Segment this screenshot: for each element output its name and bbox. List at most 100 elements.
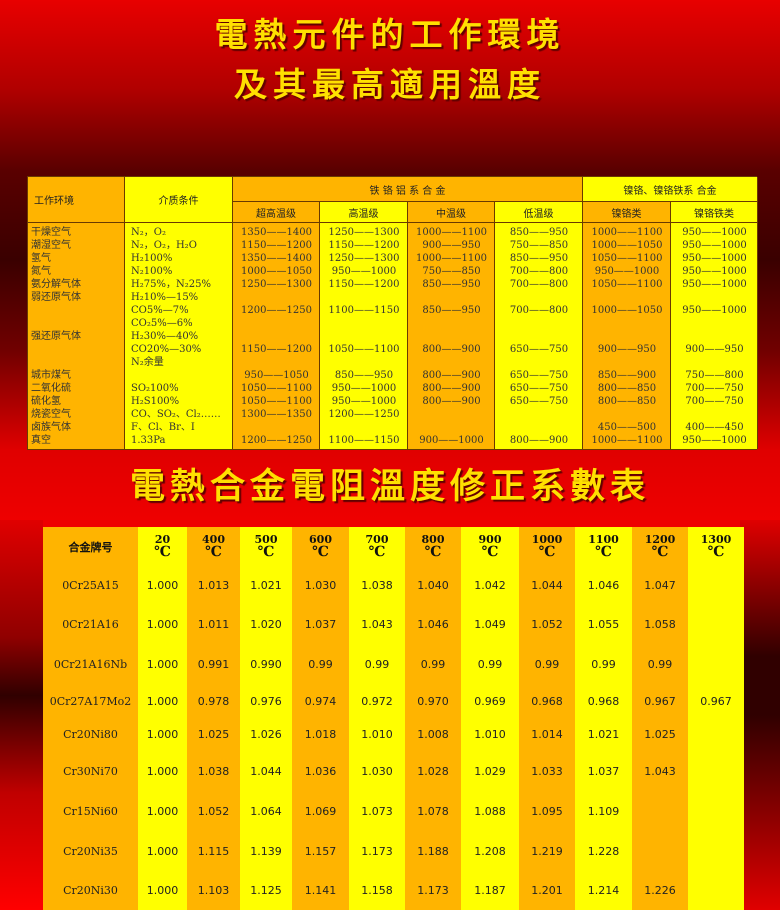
- coefficient-cell: 0.978: [197, 695, 230, 708]
- temp-range-cell: 850——950: [334, 370, 394, 381]
- title-line-1: 電熱元件的工作環境: [214, 15, 566, 54]
- temp-range-cell: 950——1000: [331, 383, 397, 394]
- temp-range-cell: 1050——1100: [591, 253, 663, 264]
- temp-range-cell: 950——1000: [594, 266, 660, 277]
- subheader: 镍铬类: [583, 202, 671, 223]
- temp-range-cell: 700——800: [509, 305, 569, 316]
- temp-range-cell: 400——450: [685, 422, 744, 433]
- coefficient-cell: 1.088: [474, 805, 506, 818]
- coefficient-cell: 1.000: [146, 845, 179, 858]
- coefficient-cell: 1.052: [531, 618, 563, 631]
- subheader: 中温级: [408, 202, 495, 223]
- table1-line: 潮湿空气 N₂，O₂，H₂O 1150——1200 1150——1200 900——95…: [28, 239, 758, 252]
- coefficient-cell: 1.000: [146, 658, 179, 671]
- coefficient-cell: 0.976: [250, 695, 282, 708]
- coefficient-cell: 1.040: [417, 579, 449, 592]
- coefficient-cell: 1.115: [197, 845, 230, 858]
- coefficient-cell: 1.158: [361, 884, 393, 897]
- working-environment-table: 工作环境 介质条件铁 铬 铝 系 合 金镍铬、镍铬铁系 合金 超高温级 高温级 中温级低…: [27, 176, 758, 450]
- coefficient-cell: 1.036: [304, 765, 337, 778]
- temp-range-cell: 800——850: [597, 383, 657, 394]
- temp-range-cell: 850——950: [422, 305, 481, 316]
- header-env: 工作环境: [28, 177, 125, 223]
- celsius-unit: ℃: [257, 544, 275, 560]
- temp-range-cell: 900——950: [685, 344, 744, 355]
- medium-cell: N₂，O₂，H₂O: [131, 240, 197, 251]
- env-cell: 二氧化硫: [31, 383, 71, 394]
- temperature-header: 1200 ℃: [632, 533, 688, 559]
- temperature-value: 700: [365, 533, 389, 546]
- temp-range-cell: 800——900: [422, 344, 481, 355]
- coefficient-cell: 1.042: [474, 579, 506, 592]
- coefficient-cell: 1.043: [361, 618, 393, 631]
- temp-range-cell: 800——900: [422, 383, 481, 394]
- coefficient-cell: [688, 567, 744, 605]
- medium-cell: CO、SO₂、Cl₂……: [131, 409, 221, 420]
- temp-range-cell: 850——900: [597, 370, 657, 381]
- coefficient-cell: [688, 752, 744, 792]
- temperature-header: 20 ℃: [138, 533, 187, 559]
- coefficient-cell: 1.208: [474, 845, 506, 858]
- env-cell: 弱还原气体: [31, 292, 81, 303]
- coefficient-cell: [688, 872, 744, 910]
- coefficient-cell: 0.99: [534, 658, 560, 671]
- env-cell: 真空: [31, 435, 51, 446]
- temp-range-cell: 900——950: [422, 240, 481, 251]
- temp-range-cell: 950——1000: [682, 305, 747, 316]
- coefficient-cell: 1.000: [146, 728, 179, 741]
- temp-range-cell: 950——1000: [682, 266, 747, 277]
- header-medium: 介质条件: [125, 177, 233, 223]
- header-nicr-group: 镍铬、镍铬铁系 合金: [583, 177, 758, 202]
- temp-range-cell: 1000——1050: [591, 305, 663, 316]
- coefficient-cell: 0.990: [250, 658, 282, 671]
- coefficient-cell: 0.967: [700, 695, 732, 708]
- temp-range-cell: 950——1000: [682, 279, 747, 290]
- table2-column: [349, 527, 405, 910]
- temp-range-cell: 950——1050: [244, 370, 309, 381]
- alloy-name-cell: 0Cr21A16: [62, 618, 119, 631]
- table2-column: [461, 527, 519, 910]
- temp-range-cell: 800——900: [509, 435, 569, 446]
- coefficient-cell: 1.010: [361, 728, 393, 741]
- temp-range-cell: 1100——1150: [328, 435, 400, 446]
- coefficient-cell: 1.055: [587, 618, 620, 631]
- table2-column: [292, 527, 349, 910]
- temp-range-cell: 1350——1400: [241, 227, 312, 238]
- medium-cell: CO₂5%—6%: [131, 318, 193, 329]
- alloy-name-cell: Cr20Ni30: [63, 884, 118, 897]
- temp-range-cell: 1100——1150: [328, 305, 400, 316]
- temperature-header: 400 ℃: [187, 533, 240, 559]
- coefficient-cell: 1.014: [531, 728, 563, 741]
- resistance-correction-table: 合金牌号 20 ℃ 400 ℃ 500 ℃ 600 ℃ 700 ℃ 800 ℃ 900 ℃ 1000 ℃ 1100…: [43, 527, 744, 910]
- medium-cell: H₂10%—15%: [131, 292, 199, 303]
- temperature-header: 700 ℃: [349, 533, 405, 559]
- env-cell: 硫化氢: [31, 396, 61, 407]
- medium-cell: H₂S100%: [131, 396, 180, 407]
- coefficient-cell: 0.968: [587, 695, 620, 708]
- table1-line: 氨分解气体 H₂75%，N₂25% 1250——1300 1150——1200 850—…: [28, 278, 758, 291]
- table1-line: 城市煤气 950——1050 850——950 800——900 650——750 850…: [28, 369, 758, 382]
- header-alloy-grade: 合金牌号: [68, 541, 113, 554]
- coefficient-cell: 1.157: [304, 845, 337, 858]
- temperature-value: 1100: [588, 533, 619, 546]
- temp-range-cell: 700——750: [685, 396, 744, 407]
- medium-cell: F、Cl、Br、I: [131, 422, 195, 433]
- coefficient-cell: 1.173: [417, 884, 449, 897]
- env-cell: 强还原气体: [31, 331, 81, 342]
- coefficient-cell: 0.972: [361, 695, 393, 708]
- coefficient-cell: 0.969: [474, 695, 506, 708]
- temp-range-cell: 750——800: [685, 370, 744, 381]
- coefficient-cell: 1.043: [644, 765, 676, 778]
- temp-range-cell: 800——900: [422, 396, 481, 407]
- env-cell: 氮气: [31, 266, 51, 277]
- coefficient-cell: 0.967: [644, 695, 676, 708]
- temp-range-cell: 1000——1100: [416, 227, 487, 238]
- temp-range-cell: 450——500: [597, 422, 657, 433]
- medium-cell: N₂100%: [131, 266, 173, 277]
- medium-cell: N₂，O₂: [131, 227, 166, 238]
- coefficient-cell: 1.226: [644, 884, 676, 897]
- temp-range-cell: 1150——1200: [241, 344, 312, 355]
- coefficient-cell: 1.038: [361, 579, 393, 592]
- temperature-value: 900: [478, 533, 502, 546]
- temp-range-cell: 1050——1100: [241, 383, 312, 394]
